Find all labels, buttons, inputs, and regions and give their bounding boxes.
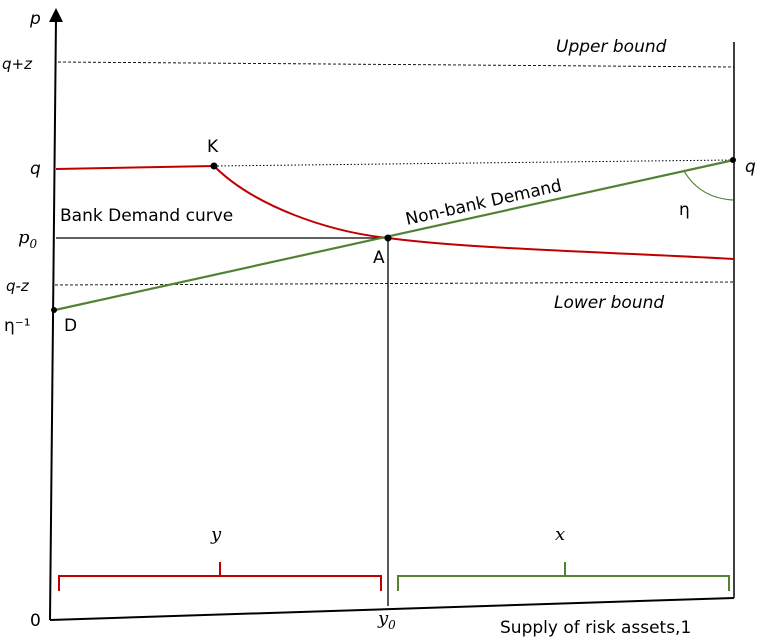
origin-label: 0 [30, 611, 41, 631]
point-d [51, 307, 57, 313]
y-axis-label: p [29, 9, 41, 29]
label-d: D [64, 316, 77, 336]
label-a: A [373, 248, 385, 268]
nonbank-demand-line [54, 158, 735, 312]
y-axis-arrow [49, 8, 63, 22]
tick-eta-inverse: η⁻¹ [4, 316, 31, 336]
tick-q: q [30, 159, 41, 179]
brace-y [58, 562, 382, 591]
lower-bound-label: Lower bound [554, 293, 664, 313]
brace-x-label: x [555, 524, 565, 545]
label-q-right: q [745, 157, 756, 177]
label-k: K [207, 137, 219, 157]
bank-demand-curve [55, 164, 735, 260]
y0-marker: y0 [377, 608, 396, 632]
point-k [210, 162, 218, 170]
tick-q-minus-z: q-z [6, 277, 30, 295]
bank-demand-label: Bank Demand curve [60, 206, 233, 226]
upper-bound-label: Upper bound [556, 37, 667, 57]
brace-x [397, 562, 730, 591]
lower-bound-line [54, 281, 735, 286]
eta-angle-arc [683, 170, 734, 201]
x-axis [49, 597, 735, 621]
point-a [384, 234, 392, 242]
brace-y-label: y [210, 524, 222, 545]
bound-lines [54, 61, 735, 286]
k-to-q-dotted-line [213, 159, 733, 167]
y-axis [49, 17, 57, 621]
x-axis-label: Supply of risk assets,1 [500, 618, 691, 638]
axes [49, 8, 735, 621]
upper-bound-line [57, 61, 735, 68]
tick-q-plus-z: q+z [2, 55, 33, 73]
points [51, 157, 736, 313]
point-q-right [730, 157, 736, 163]
eta-label: η [679, 200, 690, 220]
tick-p0: p0 [18, 227, 38, 251]
